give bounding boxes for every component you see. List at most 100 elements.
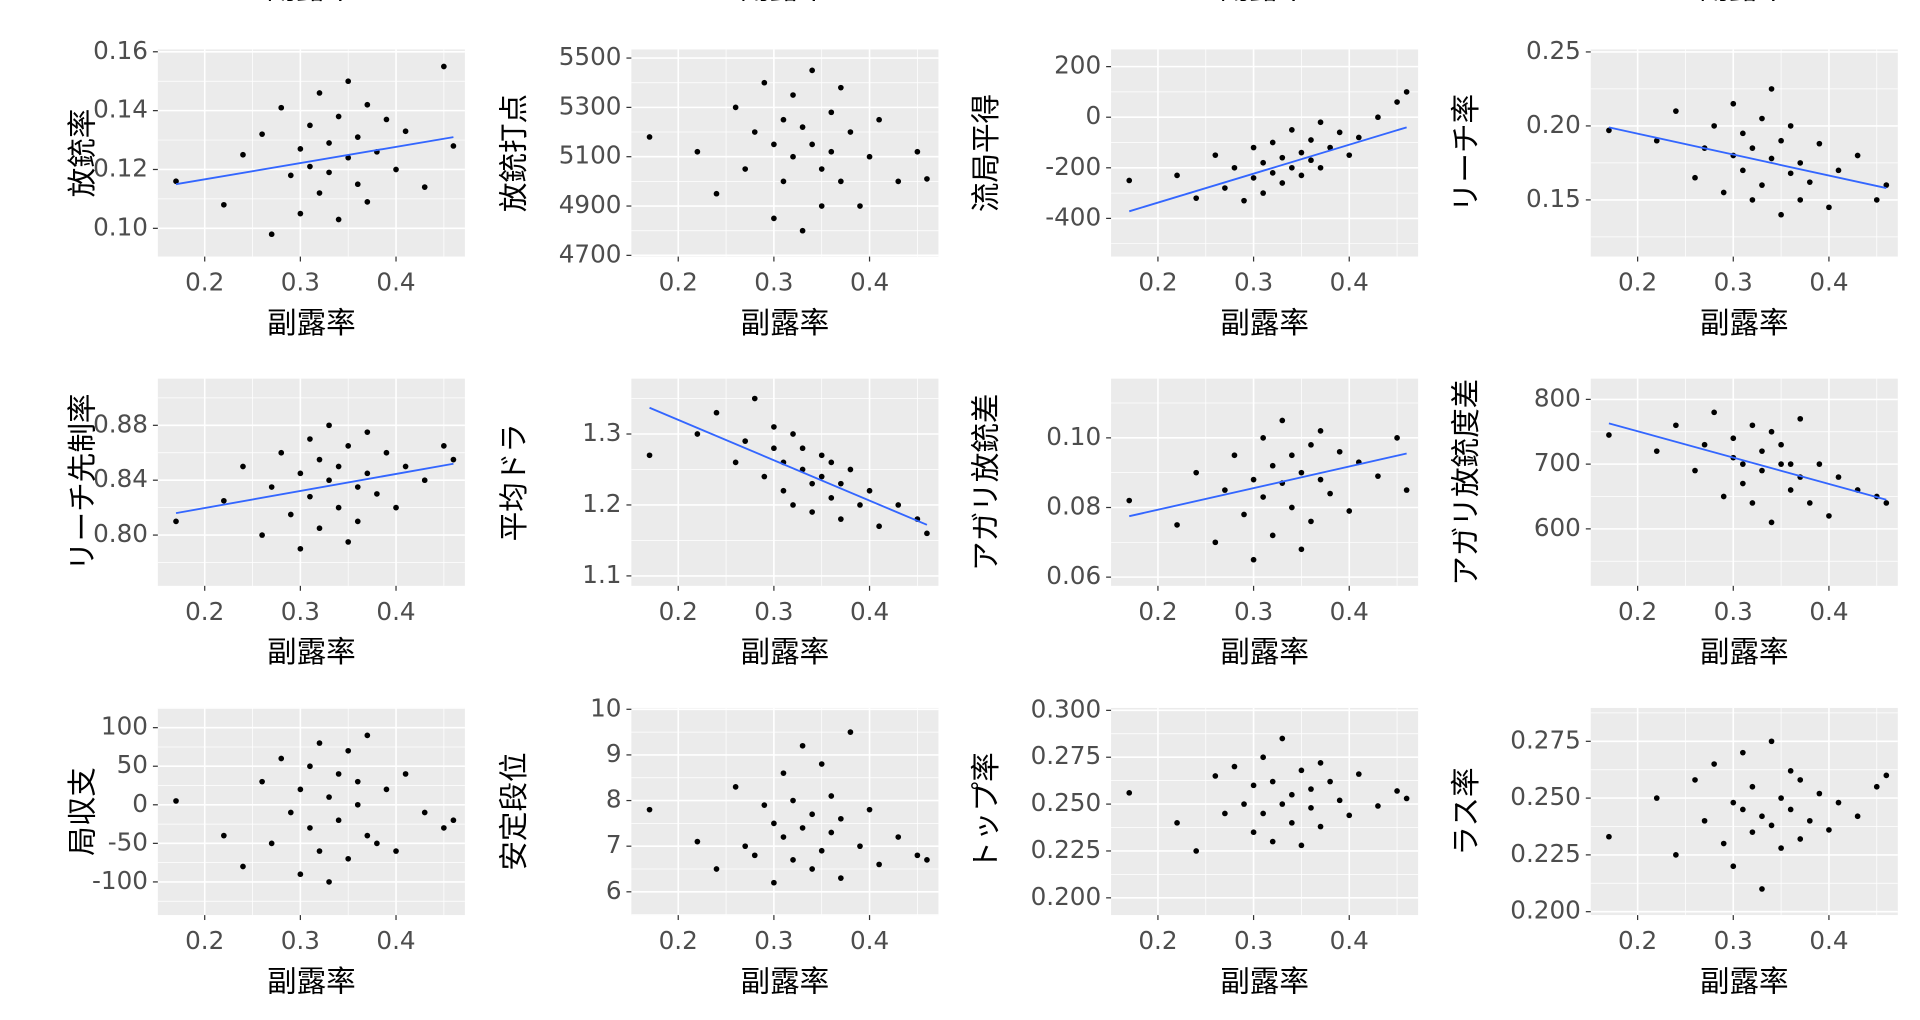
point <box>316 90 323 96</box>
point <box>914 852 921 859</box>
point <box>297 146 304 152</box>
y-axis-title: 放銃率 <box>65 109 99 198</box>
point <box>364 429 371 436</box>
point <box>1269 170 1276 176</box>
point <box>1787 487 1794 493</box>
point <box>1269 462 1276 469</box>
point <box>1854 813 1861 820</box>
y-axis-title: リーチ率 <box>1449 94 1483 212</box>
y-tick-label: 200 <box>1054 51 1101 80</box>
x-tick-label: 0.3 <box>754 268 793 297</box>
point <box>1749 500 1756 506</box>
x-tick-label: 0.3 <box>754 597 793 626</box>
point <box>268 231 275 238</box>
point <box>713 409 720 416</box>
point <box>1336 129 1343 136</box>
x-axis-title: 副露率 <box>1700 635 1789 669</box>
point <box>287 172 294 179</box>
point <box>441 443 447 449</box>
point <box>1289 164 1295 171</box>
point <box>876 861 882 868</box>
point <box>838 815 844 822</box>
point <box>790 153 796 160</box>
y-axis-title: 安定段位 <box>497 752 531 870</box>
x-tick-label: 0.2 <box>659 268 698 297</box>
x-tick-label: 0.2 <box>659 597 698 626</box>
point <box>771 820 777 827</box>
point <box>866 153 873 160</box>
point <box>771 424 777 430</box>
y-tick-label: 0.225 <box>1510 839 1581 868</box>
y-tick-label: 0.12 <box>93 153 148 182</box>
point <box>1749 422 1756 429</box>
x-axis-title: 副露率 <box>1700 964 1789 998</box>
point <box>326 422 332 429</box>
y-tick-label: 0.16 <box>93 36 148 65</box>
point <box>1260 754 1266 761</box>
x-tick-label: 0.4 <box>1809 597 1848 626</box>
point <box>694 431 701 437</box>
panel: 0.2 0.3 0.4 0.06 0.08 0.10 副露率 アガリ放銃差 <box>969 378 1419 669</box>
x-tick-label: 0.3 <box>754 926 793 955</box>
point <box>780 178 787 185</box>
point <box>1730 863 1737 870</box>
point <box>1231 452 1238 459</box>
y-tick-label: 0.300 <box>1031 694 1102 723</box>
y-tick-label: 5300 <box>559 91 622 120</box>
point <box>1308 518 1314 525</box>
point <box>402 771 409 777</box>
point <box>335 504 342 511</box>
point <box>1308 786 1314 792</box>
point <box>297 871 304 878</box>
point <box>1298 767 1305 774</box>
point <box>1289 820 1295 826</box>
point <box>1883 772 1890 779</box>
y-tick-label: 0.84 <box>93 464 148 493</box>
point <box>818 473 825 480</box>
point <box>1653 448 1660 455</box>
point <box>354 518 361 525</box>
point <box>1768 822 1775 829</box>
x-tick-label: 0.4 <box>850 926 889 955</box>
point <box>1336 448 1343 455</box>
panel-background <box>157 378 465 586</box>
point <box>1826 827 1832 833</box>
point <box>1692 174 1698 181</box>
point <box>1250 556 1257 563</box>
point <box>326 140 332 146</box>
y-axis-title: アガリ放銃差 <box>969 394 1003 571</box>
point <box>1768 738 1775 745</box>
point <box>1231 763 1238 770</box>
y-tick-label: 4700 <box>559 239 622 268</box>
point <box>809 811 815 818</box>
panel: 0.2 0.3 0.4 4700 4900 5100 5300 5500 副露率 放銃打点 <box>497 42 939 340</box>
point <box>809 866 815 872</box>
point <box>1768 428 1775 435</box>
point <box>1673 108 1679 114</box>
y-tick-label: 700 <box>1534 448 1581 477</box>
point <box>441 825 447 831</box>
x-tick-label: 0.4 <box>376 268 415 297</box>
point <box>1883 500 1890 506</box>
point <box>354 484 361 490</box>
panel-background <box>1590 49 1898 257</box>
point <box>173 178 179 185</box>
point <box>1835 167 1842 174</box>
y-tick-label: 0.80 <box>93 519 148 548</box>
point <box>1222 810 1228 817</box>
point <box>402 463 409 470</box>
point <box>278 755 285 762</box>
point <box>838 480 844 487</box>
point <box>1730 799 1737 806</box>
point <box>383 786 390 793</box>
point <box>838 516 844 522</box>
y-tick-label: 0 <box>132 789 148 818</box>
x-tick-label: 0.3 <box>281 597 320 626</box>
point <box>694 838 701 845</box>
point <box>364 832 371 839</box>
point <box>268 840 275 847</box>
point <box>1355 771 1362 777</box>
x-axis-title: 副露率 <box>267 635 356 669</box>
point <box>1394 99 1400 105</box>
